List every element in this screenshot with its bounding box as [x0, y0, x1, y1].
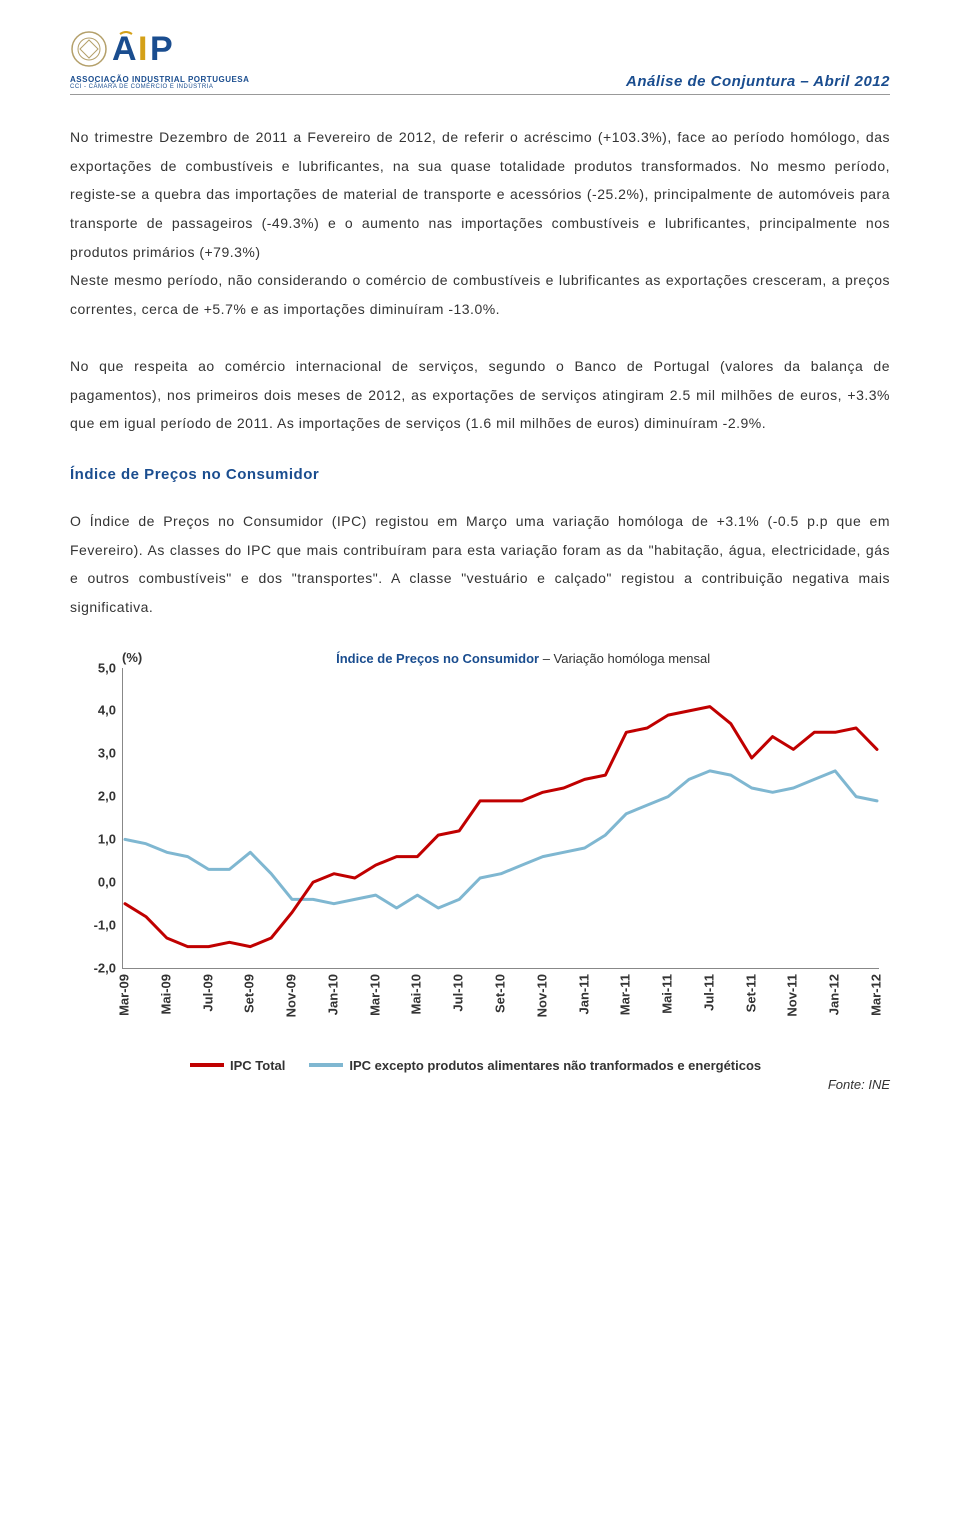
logo-row: A I P [70, 30, 198, 73]
chart-block: (%) Índice de Preços no Consumidor – Var… [70, 650, 890, 1092]
svg-text:I: I [138, 30, 147, 68]
chart-legend: IPC Total IPC excepto produtos alimentar… [190, 1058, 890, 1073]
chart-y-unit: (%) [122, 650, 142, 665]
paragraph-1a: No trimestre Dezembro de 2011 a Fevereir… [70, 129, 890, 260]
paragraph-2: No que respeita ao comércio internaciona… [70, 352, 890, 438]
emblem-icon [70, 30, 108, 73]
paragraph-1b: Neste mesmo período, não considerando o … [70, 272, 890, 317]
legend-item-1: IPC Total [190, 1058, 285, 1073]
legend-label-2: IPC excepto produtos alimentares não tra… [349, 1058, 761, 1073]
page-title: Análise de Conjuntura – Abril 2012 [626, 73, 890, 90]
svg-text:P: P [150, 30, 173, 68]
section-heading-ipc: Índice de Preços no Consumidor [70, 466, 890, 483]
logo-org-line2: CCI - CÂMARA DE COMÉRCIO E INDÚSTRIA [70, 84, 213, 90]
chart-svg [123, 668, 879, 968]
chart-title: Índice de Preços no Consumidor [336, 651, 539, 666]
chart-y-axis: 5,04,03,02,01,00,0-1,0-2,0 [70, 668, 120, 968]
aip-logo-icon: A I P [112, 30, 198, 73]
chart-plot-area [122, 668, 879, 969]
chart-x-axis: Mar-09Mai-09Jul-09Set-09Nov-09Jan-10Mar-… [122, 974, 878, 1044]
legend-item-2: IPC excepto produtos alimentares não tra… [309, 1058, 761, 1073]
legend-label-1: IPC Total [230, 1058, 285, 1073]
legend-swatch-1 [190, 1063, 224, 1067]
page-header: A I P ASSOCIAÇÃO INDUSTRIAL PORTUGUESA C… [70, 30, 890, 95]
legend-swatch-2 [309, 1063, 343, 1067]
logo-block: A I P ASSOCIAÇÃO INDUSTRIAL PORTUGUESA C… [70, 30, 249, 90]
chart-subtitle: – Variação homóloga mensal [539, 651, 710, 666]
document-page: A I P ASSOCIAÇÃO INDUSTRIAL PORTUGUESA C… [0, 0, 960, 1132]
svg-text:A: A [112, 30, 137, 68]
paragraph-1: No trimestre Dezembro de 2011 a Fevereir… [70, 123, 890, 324]
paragraph-3: O Índice de Preços no Consumidor (IPC) r… [70, 507, 890, 622]
logo-org-line1: ASSOCIAÇÃO INDUSTRIAL PORTUGUESA [70, 75, 249, 84]
chart-canvas: 5,04,03,02,01,00,0-1,0-2,0 Mar-09Mai-09J… [70, 668, 890, 1048]
chart-source: Fonte: INE [70, 1077, 890, 1092]
